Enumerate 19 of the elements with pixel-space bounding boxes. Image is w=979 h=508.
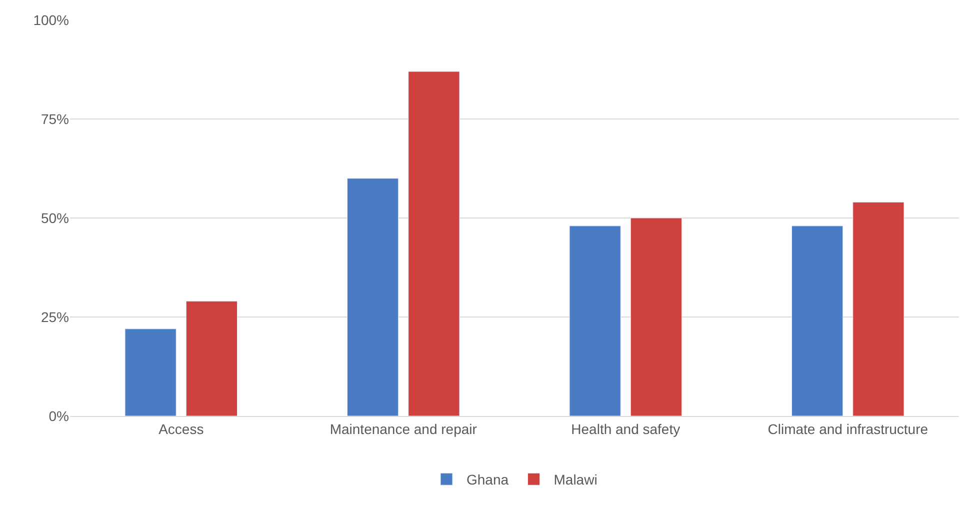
x-tick-label: Access [158,420,204,437]
y-tick-label: 75% [40,110,69,127]
bar [630,218,682,416]
y-tick-label: 25% [40,308,69,325]
x-tick-label: Maintenance and repair [330,420,478,437]
bar [792,226,844,416]
legend-label: Malawi [554,472,598,488]
bar [347,178,399,416]
bar [186,300,238,416]
y-tick-label: 50% [40,210,69,226]
bar [408,71,460,416]
x-tick-label: Climate and infrastructure [768,420,928,437]
y-tick-label: 100% [33,12,69,28]
bar [852,202,904,416]
x-tick-label: Health and safety [571,420,680,437]
bar [569,226,621,416]
y-tick-label: 0% [48,408,69,424]
legend-label: Ghana [466,472,509,488]
bar [124,328,176,416]
